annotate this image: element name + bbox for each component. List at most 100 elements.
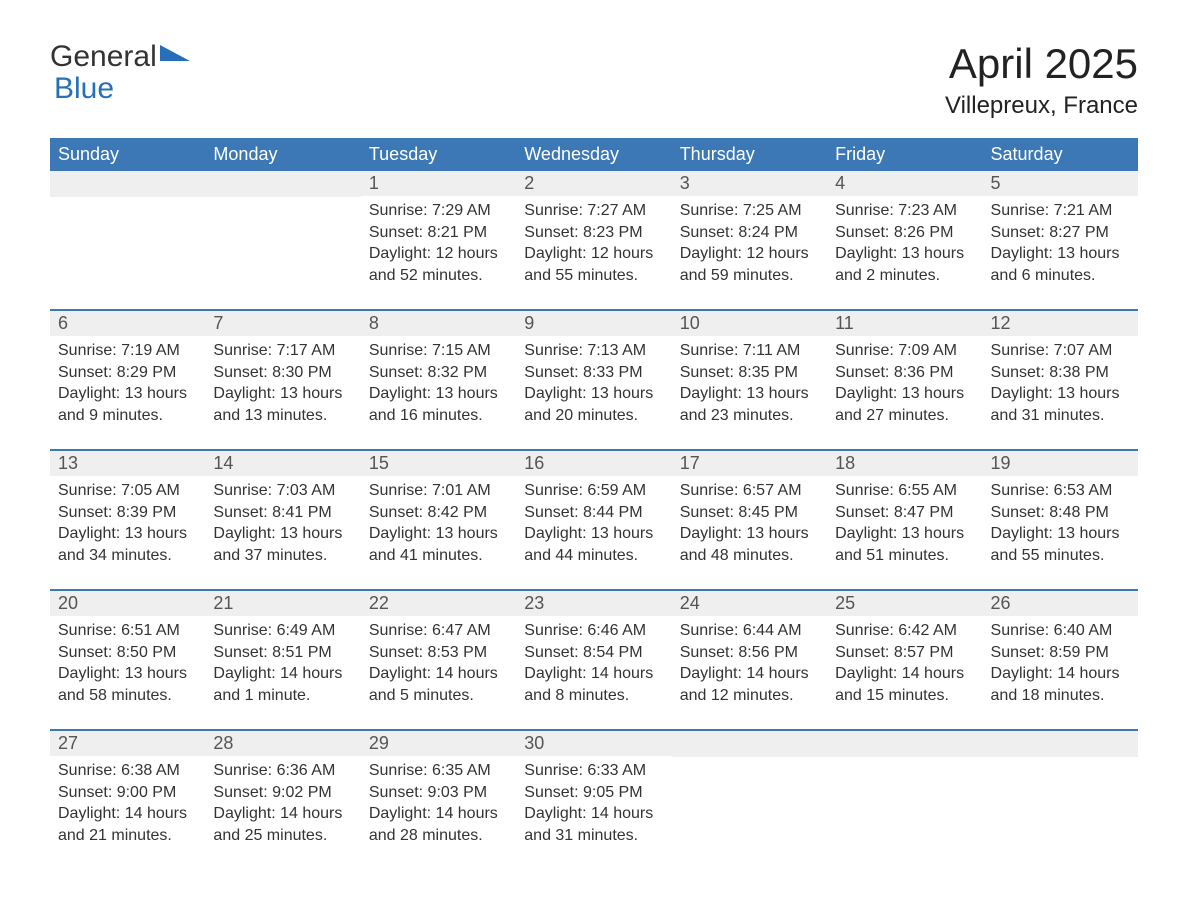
calendar-day: 17Sunrise: 6:57 AMSunset: 8:45 PMDayligh… [672,451,827,589]
day-number: 5 [983,171,1138,196]
day-content: Sunrise: 6:44 AMSunset: 8:56 PMDaylight:… [672,616,827,716]
sunset-text: Sunset: 8:30 PM [213,362,352,384]
sunset-text: Sunset: 8:29 PM [58,362,197,384]
sunrise-text: Sunrise: 7:25 AM [680,200,819,222]
day-number: 27 [50,731,205,756]
day-content: Sunrise: 7:21 AMSunset: 8:27 PMDaylight:… [983,196,1138,296]
sunrise-text: Sunrise: 6:44 AM [680,620,819,642]
calendar-week: 13Sunrise: 7:05 AMSunset: 8:39 PMDayligh… [50,449,1138,589]
day-content: Sunrise: 7:07 AMSunset: 8:38 PMDaylight:… [983,336,1138,436]
daylight-text: Daylight: 13 hours and 23 minutes. [680,383,819,426]
daylight-text: Daylight: 13 hours and 58 minutes. [58,663,197,706]
day-number: 8 [361,311,516,336]
weekday-saturday: Saturday [983,138,1138,171]
daylight-text: Daylight: 13 hours and 37 minutes. [213,523,352,566]
logo-text-2: Blue [54,72,114,106]
day-content: Sunrise: 7:13 AMSunset: 8:33 PMDaylight:… [516,336,671,436]
sunrise-text: Sunrise: 7:05 AM [58,480,197,502]
daylight-text: Daylight: 13 hours and 31 minutes. [991,383,1130,426]
day-number: 6 [50,311,205,336]
sunrise-text: Sunrise: 6:36 AM [213,760,352,782]
sunset-text: Sunset: 8:35 PM [680,362,819,384]
day-content: Sunrise: 6:42 AMSunset: 8:57 PMDaylight:… [827,616,982,716]
daylight-text: Daylight: 13 hours and 16 minutes. [369,383,508,426]
day-number: 25 [827,591,982,616]
sunset-text: Sunset: 8:44 PM [524,502,663,524]
daylight-text: Daylight: 12 hours and 55 minutes. [524,243,663,286]
sunrise-text: Sunrise: 6:42 AM [835,620,974,642]
daylight-text: Daylight: 13 hours and 48 minutes. [680,523,819,566]
day-content: Sunrise: 6:59 AMSunset: 8:44 PMDaylight:… [516,476,671,576]
day-number: 4 [827,171,982,196]
sunset-text: Sunset: 8:26 PM [835,222,974,244]
title-block: April 2025 Villepreux, France [945,40,1138,120]
calendar-day: 8Sunrise: 7:15 AMSunset: 8:32 PMDaylight… [361,311,516,449]
calendar-day: 6 Sunrise: 7:19 AMSunset: 8:29 PMDaylight… [50,311,205,449]
daylight-text: Daylight: 14 hours and 28 minutes. [369,803,508,846]
day-number: 2 [516,171,671,196]
day-content: Sunrise: 6:36 AMSunset: 9:02 PMDaylight:… [205,756,360,856]
daylight-text: Daylight: 12 hours and 59 minutes. [680,243,819,286]
calendar: Sunday Monday Tuesday Wednesday Thursday… [50,138,1138,869]
day-number: 1 [361,171,516,196]
day-content: Sunrise: 7:09 AMSunset: 8:36 PMDaylight:… [827,336,982,436]
day-content: Sunrise: 6:35 AMSunset: 9:03 PMDaylight:… [361,756,516,856]
day-content: Sunrise: 7:23 AMSunset: 8:26 PMDaylight:… [827,196,982,296]
day-number: 26 [983,591,1138,616]
day-number: 22 [361,591,516,616]
daylight-text: Daylight: 13 hours and 41 minutes. [369,523,508,566]
sunset-text: Sunset: 8:48 PM [991,502,1130,524]
day-content: Sunrise: 6:55 AMSunset: 8:47 PMDaylight:… [827,476,982,576]
sunset-text: Sunset: 8:21 PM [369,222,508,244]
sunrise-text: Sunrise: 7:03 AM [213,480,352,502]
calendar-day [50,171,205,309]
calendar-week: 1Sunrise: 7:29 AMSunset: 8:21 PMDaylight… [50,171,1138,309]
day-number: 9 [516,311,671,336]
sunset-text: Sunset: 8:57 PM [835,642,974,664]
day-number: 19 [983,451,1138,476]
day-content: Sunrise: 7:03 AMSunset: 8:41 PMDaylight:… [205,476,360,576]
calendar-day: 10Sunrise: 7:11 AMSunset: 8:35 PMDayligh… [672,311,827,449]
sunset-text: Sunset: 8:47 PM [835,502,974,524]
calendar-day: 14Sunrise: 7:03 AMSunset: 8:41 PMDayligh… [205,451,360,589]
daylight-text: Daylight: 13 hours and 6 minutes. [991,243,1130,286]
daylight-text: Daylight: 14 hours and 25 minutes. [213,803,352,846]
month-title: April 2025 [945,40,1138,88]
day-content: Sunrise: 6:40 AMSunset: 8:59 PMDaylight:… [983,616,1138,716]
calendar-day: 24Sunrise: 6:44 AMSunset: 8:56 PMDayligh… [672,591,827,729]
sunrise-text: Sunrise: 6:49 AM [213,620,352,642]
day-content: Sunrise: 6:53 AMSunset: 8:48 PMDaylight:… [983,476,1138,576]
calendar-day: 25Sunrise: 6:42 AMSunset: 8:57 PMDayligh… [827,591,982,729]
calendar-day: 11Sunrise: 7:09 AMSunset: 8:36 PMDayligh… [827,311,982,449]
calendar-day: 29Sunrise: 6:35 AMSunset: 9:03 PMDayligh… [361,731,516,869]
sunset-text: Sunset: 8:50 PM [58,642,197,664]
sunrise-text: Sunrise: 7:13 AM [524,340,663,362]
daylight-text: Daylight: 13 hours and 55 minutes. [991,523,1130,566]
sunrise-text: Sunrise: 7:01 AM [369,480,508,502]
day-number: 28 [205,731,360,756]
sunrise-text: Sunrise: 7:09 AM [835,340,974,362]
day-number: 16 [516,451,671,476]
sunrise-text: Sunrise: 7:29 AM [369,200,508,222]
sunset-text: Sunset: 8:53 PM [369,642,508,664]
sunset-text: Sunset: 8:38 PM [991,362,1130,384]
calendar-day: 23Sunrise: 6:46 AMSunset: 8:54 PMDayligh… [516,591,671,729]
sunrise-text: Sunrise: 6:51 AM [58,620,197,642]
sunrise-text: Sunrise: 7:23 AM [835,200,974,222]
sunset-text: Sunset: 8:32 PM [369,362,508,384]
sunrise-text: Sunrise: 7:17 AM [213,340,352,362]
day-content: Sunrise: 6:38 AMSunset: 9:00 PMDaylight:… [50,756,205,856]
daylight-text: Daylight: 13 hours and 9 minutes. [58,383,197,426]
day-content: Sunrise: 7:29 AMSunset: 8:21 PMDaylight:… [361,196,516,296]
sunrise-text: Sunrise: 7:19 AM [58,340,197,362]
sunrise-text: Sunrise: 6:33 AM [524,760,663,782]
daylight-text: Daylight: 13 hours and 27 minutes. [835,383,974,426]
day-number: 20 [50,591,205,616]
day-content: Sunrise: 7:11 AMSunset: 8:35 PMDaylight:… [672,336,827,436]
daylight-text: Daylight: 14 hours and 8 minutes. [524,663,663,706]
sunset-text: Sunset: 8:56 PM [680,642,819,664]
day-number: 13 [50,451,205,476]
day-content: Sunrise: 7:25 AMSunset: 8:24 PMDaylight:… [672,196,827,296]
sunset-text: Sunset: 8:59 PM [991,642,1130,664]
sunset-text: Sunset: 9:03 PM [369,782,508,804]
